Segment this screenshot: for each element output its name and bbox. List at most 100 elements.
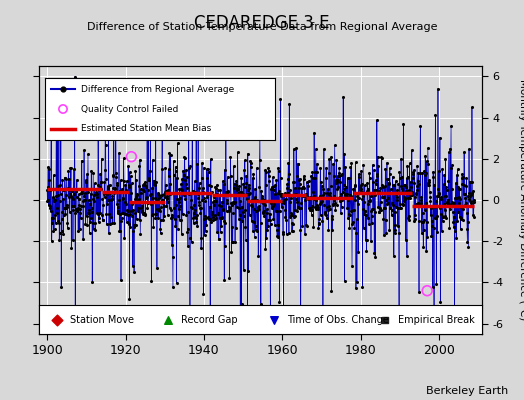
Point [63, 220, 72, 226]
Point [67, 245, 75, 252]
Point [115, 188, 124, 194]
Point [94, 182, 103, 188]
Point [298, 191, 306, 198]
Point [163, 316, 172, 323]
Point [147, 201, 155, 207]
Point [375, 208, 384, 215]
Point [268, 186, 277, 192]
Point [397, 156, 405, 162]
Point [82, 178, 91, 184]
Point [195, 180, 204, 186]
Point [83, 171, 91, 177]
Point [302, 222, 310, 228]
Point [435, 204, 444, 211]
Point [295, 205, 303, 212]
Point [222, 83, 230, 89]
Point [310, 196, 318, 202]
Point [194, 199, 203, 205]
Text: Difference of Station Temperature Data from Regional Average: Difference of Station Temperature Data f… [87, 22, 437, 32]
Point [129, 228, 137, 234]
Point [324, 191, 332, 197]
Point [74, 228, 82, 234]
Point [292, 191, 301, 197]
Point [441, 213, 450, 220]
Point [234, 205, 243, 212]
Point [107, 189, 115, 195]
Point [221, 188, 230, 195]
Point [220, 277, 228, 283]
Point [135, 196, 143, 202]
Point [118, 194, 127, 201]
Point [223, 200, 232, 206]
Point [322, 204, 331, 210]
Point [407, 318, 416, 324]
Point [113, 201, 121, 207]
Point [169, 190, 178, 196]
Point [284, 160, 292, 166]
Point [193, 161, 202, 167]
Point [316, 165, 324, 171]
Point [210, 202, 219, 208]
Point [256, 198, 265, 204]
Point [140, 188, 148, 194]
Point [459, 174, 467, 180]
Point [378, 194, 387, 200]
Point [276, 96, 285, 102]
Point [100, 179, 108, 186]
Point [333, 172, 342, 179]
Point [423, 288, 431, 294]
Point [408, 192, 417, 198]
Point [103, 183, 112, 189]
Point [159, 200, 168, 207]
Point [198, 160, 206, 166]
Point [358, 196, 366, 203]
Point [117, 277, 125, 284]
Point [275, 168, 283, 174]
Point [388, 212, 396, 218]
Point [254, 206, 263, 213]
Point [208, 208, 216, 215]
Point [117, 214, 126, 221]
Point [446, 205, 455, 212]
Point [43, 198, 52, 204]
Point [89, 220, 97, 226]
Point [427, 212, 435, 219]
Point [150, 182, 159, 188]
Point [163, 212, 172, 218]
Point [469, 188, 477, 195]
Point [419, 210, 427, 216]
Point [280, 200, 288, 206]
Point [62, 318, 71, 324]
Point [331, 207, 340, 214]
Point [181, 181, 190, 187]
Point [199, 189, 207, 195]
Point [57, 284, 66, 290]
Point [127, 180, 136, 186]
Point [271, 198, 280, 205]
Point [319, 192, 327, 198]
Point [291, 207, 300, 213]
Point [51, 220, 60, 226]
Point [105, 211, 113, 217]
Point [81, 190, 89, 196]
Point [456, 225, 465, 232]
Point [273, 233, 281, 239]
Point [202, 215, 210, 221]
Point [176, 217, 184, 223]
Point [182, 166, 190, 173]
Point [116, 228, 124, 234]
Point [397, 204, 405, 211]
Point [329, 161, 337, 167]
Point [139, 182, 147, 188]
Point [307, 194, 315, 200]
Point [118, 186, 126, 192]
Point [314, 204, 322, 210]
Point [330, 193, 338, 200]
Point [260, 197, 269, 204]
Point [149, 224, 158, 230]
Point [324, 227, 333, 233]
Point [311, 169, 320, 176]
Point [259, 209, 267, 215]
Point [320, 189, 328, 196]
Point [88, 205, 96, 212]
